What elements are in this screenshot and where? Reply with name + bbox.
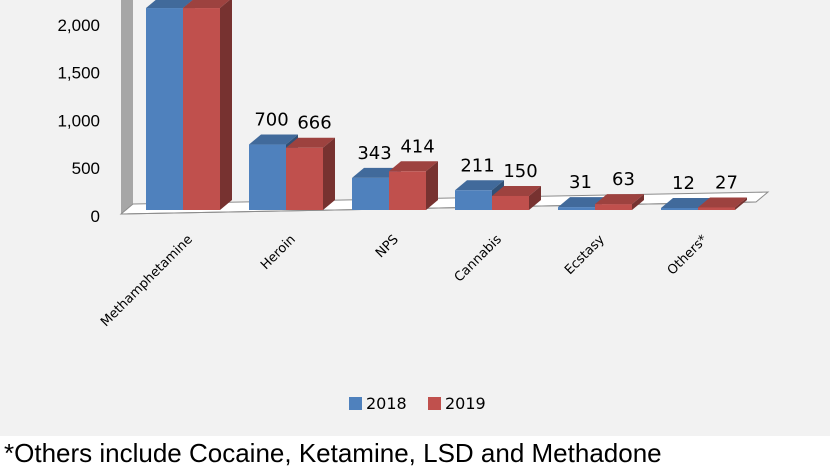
- y-tick-label: 0: [91, 207, 100, 226]
- legend-swatch: [349, 397, 362, 410]
- bar-2018-0: [146, 8, 183, 211]
- bar-2018-2: [352, 177, 389, 210]
- bar-top: [698, 197, 747, 208]
- bar-2018-5: [661, 208, 698, 210]
- data-label: 414: [400, 136, 434, 157]
- bar-top: [249, 134, 298, 145]
- bar-2019-3: [492, 195, 529, 210]
- chart-back-wall: [121, 0, 133, 214]
- x-category-label: Methamphetamine: [98, 232, 196, 330]
- bar-2018-1: [249, 144, 286, 210]
- bar-side: [529, 185, 541, 210]
- data-label: 666: [297, 113, 331, 134]
- x-category-label: Cannabis: [452, 232, 505, 285]
- bar-2019-4: [595, 204, 632, 210]
- bar-top: [595, 194, 644, 205]
- data-label: 700: [254, 110, 288, 131]
- bar-top: [492, 185, 541, 196]
- data-label: 211: [460, 155, 494, 176]
- bar-top: [146, 0, 193, 9]
- bar-top: [661, 198, 710, 208]
- data-label: 12: [672, 173, 695, 194]
- y-tick-label: 1,000: [57, 111, 100, 130]
- y-tick-label: 1,500: [57, 64, 100, 83]
- bar-2019-5: [698, 207, 735, 210]
- bar-top: [455, 180, 504, 191]
- bar-2019-1: [286, 147, 323, 210]
- data-label: 27: [715, 172, 738, 193]
- y-tick-label: 2,000: [57, 16, 100, 35]
- data-label: 31: [569, 172, 592, 193]
- bar-top: [183, 0, 230, 9]
- bar-2018-4: [558, 207, 595, 210]
- bar-top: [352, 167, 401, 178]
- bar-2019-0: [183, 8, 220, 211]
- bar-side: [735, 197, 747, 210]
- x-category-label: Ecstasy: [562, 232, 608, 278]
- bar-side: [426, 161, 438, 210]
- bar-top: [558, 197, 607, 208]
- bar-top: [389, 161, 438, 172]
- x-category-label: Heroin: [258, 232, 299, 273]
- data-label: 63: [612, 169, 635, 190]
- legend-entry: 2019: [445, 394, 486, 413]
- legend-entry: 2018: [366, 394, 407, 413]
- x-category-label: Others*: [665, 232, 711, 278]
- chart-panel: 0 500 1,000 1,500 2,000 700 666 343 414 211 150 31…: [0, 0, 830, 436]
- legend-swatch: [428, 397, 441, 410]
- bar-2019-2: [389, 171, 426, 210]
- bar-2018-3: [455, 190, 492, 210]
- bar-chart: 0 500 1,000 1,500 2,000 700 666 343 414 211 150 31…: [57, 0, 770, 413]
- x-category-label: NPS: [373, 232, 402, 261]
- y-tick-label: 500: [72, 159, 100, 178]
- x-axis-line: [120, 201, 757, 215]
- bar-side: [632, 194, 644, 210]
- data-label: 343: [357, 143, 391, 164]
- bar-top: [286, 137, 335, 148]
- bar-side: [220, 0, 232, 210]
- footnote: *Others include Cocaine, Ketamine, LSD a…: [4, 438, 662, 468]
- bar-side: [323, 137, 335, 210]
- data-label: 150: [503, 161, 537, 182]
